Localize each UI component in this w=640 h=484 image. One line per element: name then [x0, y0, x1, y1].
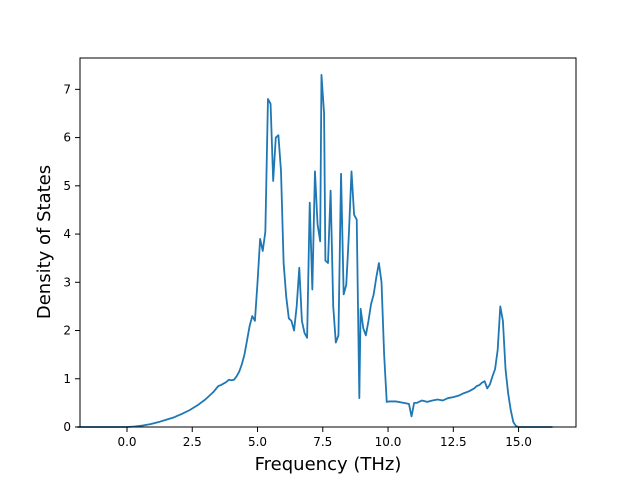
y-tick-label: 1 [63, 372, 71, 386]
x-axis-label: Frequency (THz) [255, 454, 402, 475]
x-tick-label: 15.0 [505, 435, 532, 449]
series-line-0 [77, 73, 553, 428]
x-tick-label: 10.0 [375, 435, 402, 449]
x-tick-label: 2.5 [183, 435, 202, 449]
y-tick-label: 0 [63, 420, 71, 434]
y-tick-label: 4 [63, 227, 71, 241]
y-axis-label: Density of States [34, 165, 55, 319]
plot-frame [79, 57, 577, 428]
y-tick-label: 3 [63, 275, 71, 289]
axes: 0.0 2.5 5.0 7.5 10.0 12.5 15.0 0 1 2 3 4 5 6 7 [63, 57, 577, 449]
x-tick-label: 5.0 [248, 435, 267, 449]
y-tick-label: 5 [63, 179, 71, 193]
y-tick-label: 7 [63, 82, 71, 96]
y-tick-label: 2 [63, 324, 71, 338]
x-tick-label: 0.0 [117, 435, 136, 449]
x-tick-label: 7.5 [313, 435, 332, 449]
y-tick-label: 6 [63, 131, 71, 145]
x-tick-label: 12.5 [440, 435, 467, 449]
